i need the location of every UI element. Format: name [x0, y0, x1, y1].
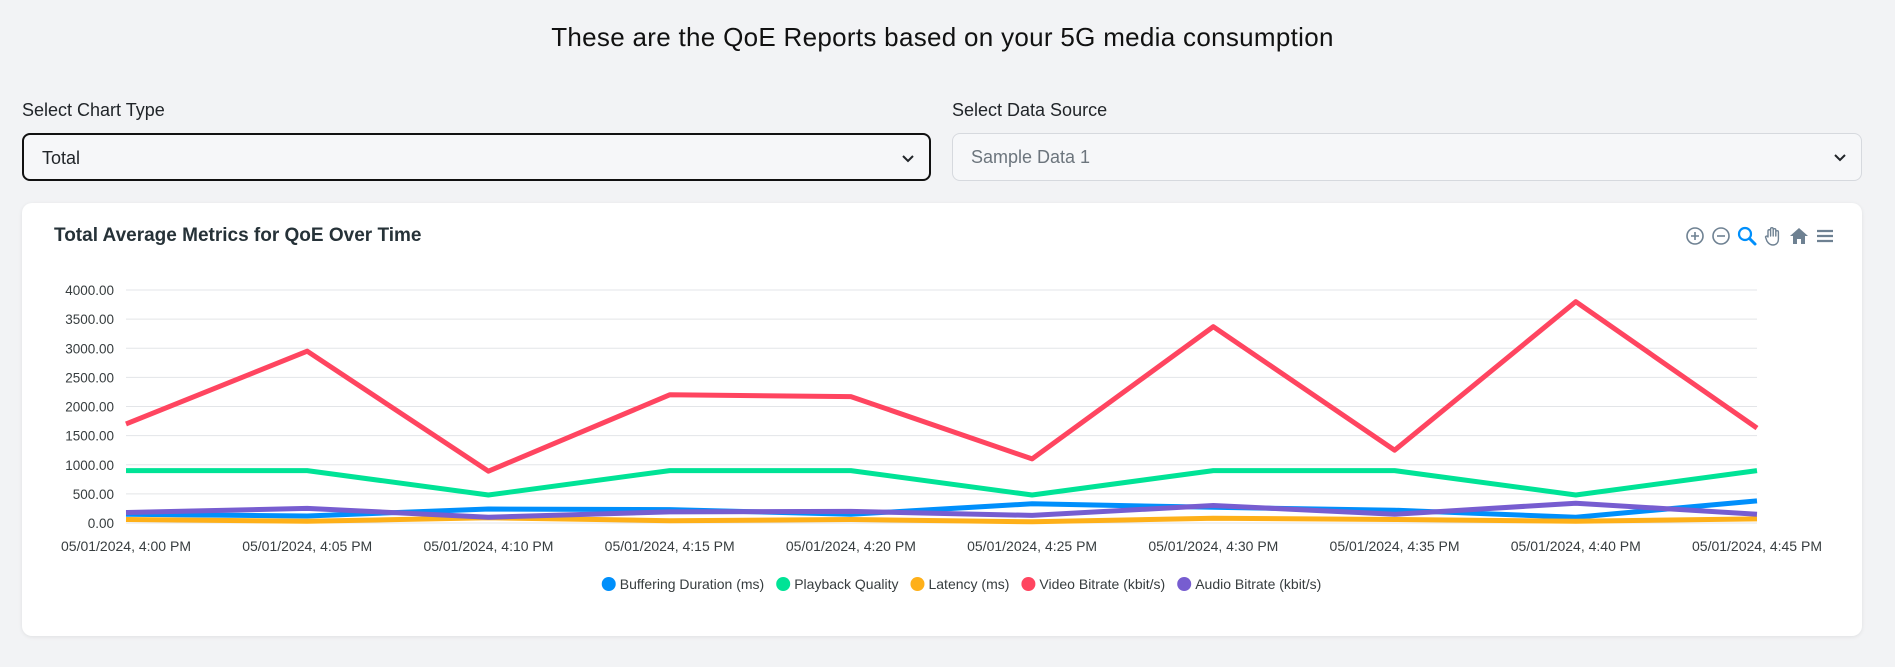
chart-type-value: Total	[42, 148, 81, 168]
menu-icon[interactable]	[1814, 225, 1836, 247]
page-title: These are the QoE Reports based on your …	[551, 22, 1334, 52]
y-tick-label: 2500.00	[65, 370, 114, 385]
chevron-down-icon	[1834, 154, 1846, 162]
data-source-select[interactable]: Sample Data 1	[952, 133, 1862, 181]
chart-card: Total Average Metrics for QoE Over Time …	[22, 203, 1862, 636]
legend-label: Latency (ms)	[928, 576, 1009, 592]
x-tick-label: 05/01/2024, 4:15 PM	[605, 538, 735, 554]
x-tick-label: 05/01/2024, 4:00 PM	[61, 538, 191, 554]
y-tick-label: 3000.00	[65, 341, 114, 356]
data-source-label: Select Data Source	[952, 100, 1108, 120]
y-tick-label: 2000.00	[65, 400, 114, 415]
series-line	[125, 299, 1759, 474]
zoom-out-icon[interactable]	[1710, 225, 1732, 247]
legend-label: Video Bitrate (kbit/s)	[1039, 576, 1165, 592]
reset-home-icon[interactable]	[1788, 225, 1810, 247]
x-tick-label: 05/01/2024, 4:10 PM	[423, 538, 553, 554]
x-tick-label: 05/01/2024, 4:35 PM	[1330, 538, 1460, 554]
zoom-in-icon[interactable]	[1684, 225, 1706, 247]
chart-type-label: Select Chart Type	[22, 100, 165, 120]
y-tick-label: 0.00	[88, 516, 114, 531]
series-line	[126, 468, 1758, 498]
data-source-value: Sample Data 1	[971, 147, 1091, 167]
y-tick-label: 500.00	[73, 487, 114, 502]
series-line	[125, 515, 1758, 525]
legend-marker[interactable]	[1177, 577, 1192, 591]
x-tick-label: 05/01/2024, 4:45 PM	[1692, 538, 1822, 554]
chart-title: Total Average Metrics for QoE Over Time	[54, 225, 422, 246]
legend-marker[interactable]	[1021, 577, 1036, 591]
chart-type-select[interactable]: Total	[22, 133, 931, 181]
legend-label: Playback Quality	[794, 576, 898, 592]
y-tick-label: 1500.00	[65, 429, 114, 444]
legend-label: Audio Bitrate (kbit/s)	[1195, 576, 1321, 592]
x-tick-label: 05/01/2024, 4:05 PM	[242, 538, 372, 554]
legend-marker[interactable]	[776, 577, 791, 591]
chart-toolbar	[1684, 225, 1836, 247]
y-tick-label: 4000.00	[65, 283, 114, 298]
x-tick-label: 05/01/2024, 4:40 PM	[1511, 538, 1641, 554]
series-line	[125, 500, 1758, 520]
x-tick-label: 05/01/2024, 4:20 PM	[786, 538, 916, 554]
y-tick-label: 3500.00	[65, 312, 114, 327]
chevron-down-icon	[902, 155, 914, 163]
legend-marker[interactable]	[601, 577, 616, 591]
legend-label: Buffering Duration (ms)	[620, 576, 764, 592]
legend-marker[interactable]	[910, 577, 925, 591]
x-tick-label: 05/01/2024, 4:25 PM	[967, 538, 1097, 554]
y-tick-label: 1000.00	[65, 458, 114, 473]
pan-icon[interactable]	[1762, 225, 1784, 247]
x-tick-label: 05/01/2024, 4:30 PM	[1148, 538, 1278, 554]
line-chart: 0.00 500.00 1000.00 1500.00 2000.00 2500.00 30…	[61, 283, 1822, 592]
selection-zoom-icon[interactable]	[1736, 225, 1758, 247]
